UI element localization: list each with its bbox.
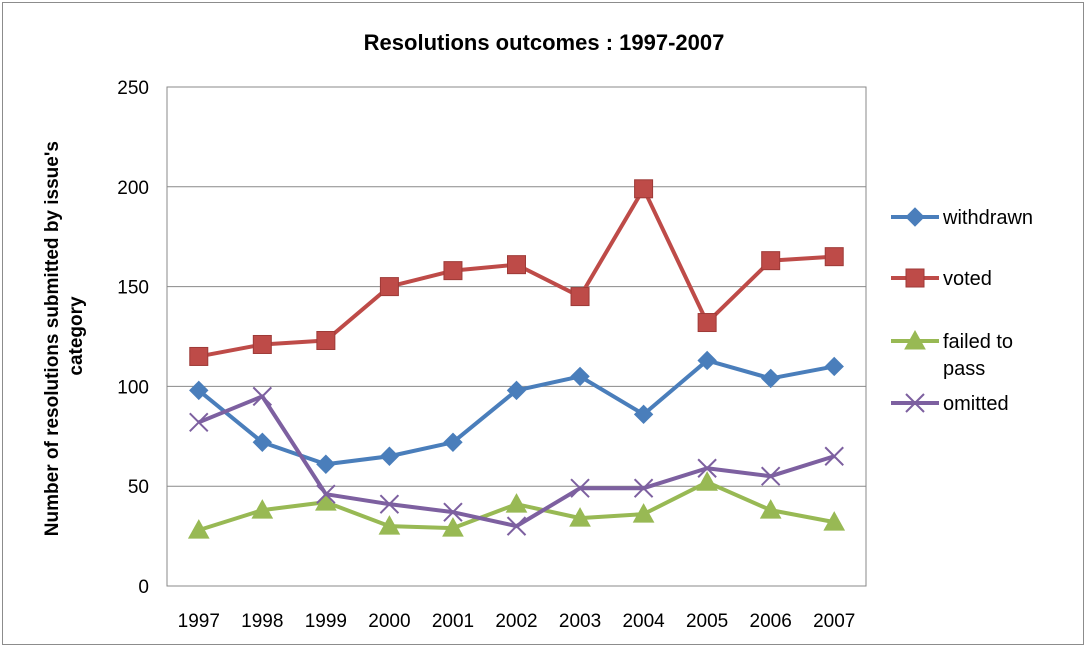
data-point xyxy=(569,507,591,527)
y-tick-label: 250 xyxy=(117,78,149,99)
legend-label: omitted xyxy=(943,393,1009,415)
data-point xyxy=(443,261,463,281)
data-point xyxy=(759,499,782,519)
data-point xyxy=(252,386,273,407)
x-tick-label: 2004 xyxy=(622,611,665,632)
data-point xyxy=(507,255,526,275)
data-point xyxy=(633,404,654,425)
data-point xyxy=(187,519,210,539)
x-tick-label: 2007 xyxy=(813,611,855,632)
legend-label: failed to xyxy=(943,331,1013,353)
data-point xyxy=(378,515,401,535)
x-tick-label: 2006 xyxy=(750,611,792,632)
data-point xyxy=(315,491,337,511)
data-point xyxy=(506,516,527,536)
data-point xyxy=(823,511,846,531)
legend-item: failed to pass xyxy=(891,329,1013,380)
data-point xyxy=(570,287,590,307)
y-axis-label-line-1: Number of resolutions submitted by issue… xyxy=(42,141,63,536)
legend-label: pass xyxy=(943,358,985,380)
x-tick-label: 1998 xyxy=(241,611,283,632)
data-point xyxy=(570,366,590,387)
series-omitted xyxy=(189,386,844,536)
data-point xyxy=(570,478,590,498)
data-point xyxy=(251,499,274,519)
data-point xyxy=(697,350,717,371)
data-point xyxy=(506,380,527,401)
y-tick-label: 150 xyxy=(117,278,149,299)
chart-title: Resolutions outcomes : 1997-2007 xyxy=(364,30,725,55)
data-point xyxy=(252,432,273,452)
data-point xyxy=(505,493,528,513)
data-point xyxy=(696,471,718,491)
y-tick-label: 0 xyxy=(138,577,149,598)
legend-item: withdrawn xyxy=(891,207,1033,229)
series-voted xyxy=(189,179,844,366)
data-point xyxy=(443,502,463,522)
data-point xyxy=(379,277,399,297)
legend-label: voted xyxy=(943,268,992,290)
series-group xyxy=(187,179,846,539)
legend-marker xyxy=(905,393,925,413)
data-point xyxy=(252,334,272,354)
data-point xyxy=(316,484,336,504)
data-point xyxy=(761,251,781,271)
x-axis-ticks: 1997 1998 1999 2000 2001 2002 2003 2004 2005 2006… xyxy=(178,611,856,632)
data-point xyxy=(379,494,400,514)
gridlines xyxy=(167,86,866,487)
legend-item: voted xyxy=(891,268,992,290)
series-withdrawn xyxy=(189,350,844,474)
data-point xyxy=(760,368,781,389)
data-point xyxy=(697,313,717,333)
series-failed-to-pass xyxy=(187,471,846,539)
x-tick-label: 2001 xyxy=(432,611,474,632)
x-tick-label: 1999 xyxy=(305,611,347,632)
data-point xyxy=(189,346,209,366)
data-point xyxy=(824,356,844,377)
legend-marker xyxy=(904,329,926,350)
data-point xyxy=(316,454,336,474)
data-point xyxy=(189,412,209,433)
data-point xyxy=(632,503,655,523)
data-point xyxy=(824,247,844,267)
y-axis-label-line-2: category xyxy=(66,296,87,376)
legend: withdrawn voted failed to pass omitted xyxy=(891,207,1033,415)
legend-item: omitted xyxy=(891,393,1009,415)
data-point xyxy=(634,179,654,199)
x-tick-label: 2002 xyxy=(495,611,537,632)
x-tick-label: 2005 xyxy=(686,611,728,632)
x-tick-label: 1997 xyxy=(178,611,220,632)
data-point xyxy=(443,432,463,452)
y-axis-label: Number of resolutions submitted by issue… xyxy=(42,136,87,536)
y-tick-label: 50 xyxy=(128,477,149,498)
y-tick-label: 100 xyxy=(117,377,149,398)
data-point xyxy=(189,380,209,401)
data-point xyxy=(760,466,781,486)
y-axis-ticks: 0 50 100 150 200 250 xyxy=(117,78,149,598)
data-point xyxy=(379,446,400,466)
data-point xyxy=(316,330,336,350)
x-tick-label: 2003 xyxy=(559,611,601,632)
data-point xyxy=(442,517,464,537)
data-point xyxy=(697,458,717,478)
x-tick-label: 2000 xyxy=(368,611,410,632)
data-point xyxy=(824,446,844,466)
legend-marker xyxy=(905,268,925,288)
legend-label: withdrawn xyxy=(942,207,1033,229)
legend-marker xyxy=(905,207,925,227)
data-point xyxy=(633,478,654,498)
y-tick-label: 200 xyxy=(117,178,149,199)
